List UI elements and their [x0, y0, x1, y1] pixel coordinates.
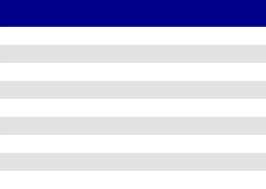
Bar: [0, 81, 266, 99]
Bar: [0, 99, 266, 117]
Bar: [0, 171, 266, 189]
Bar: [0, 45, 266, 63]
Bar: [0, 117, 266, 135]
Bar: [0, 135, 266, 153]
Bar: [0, 27, 266, 45]
Bar: [0, 0, 266, 27]
Bar: [0, 153, 266, 171]
Bar: [0, 63, 266, 81]
